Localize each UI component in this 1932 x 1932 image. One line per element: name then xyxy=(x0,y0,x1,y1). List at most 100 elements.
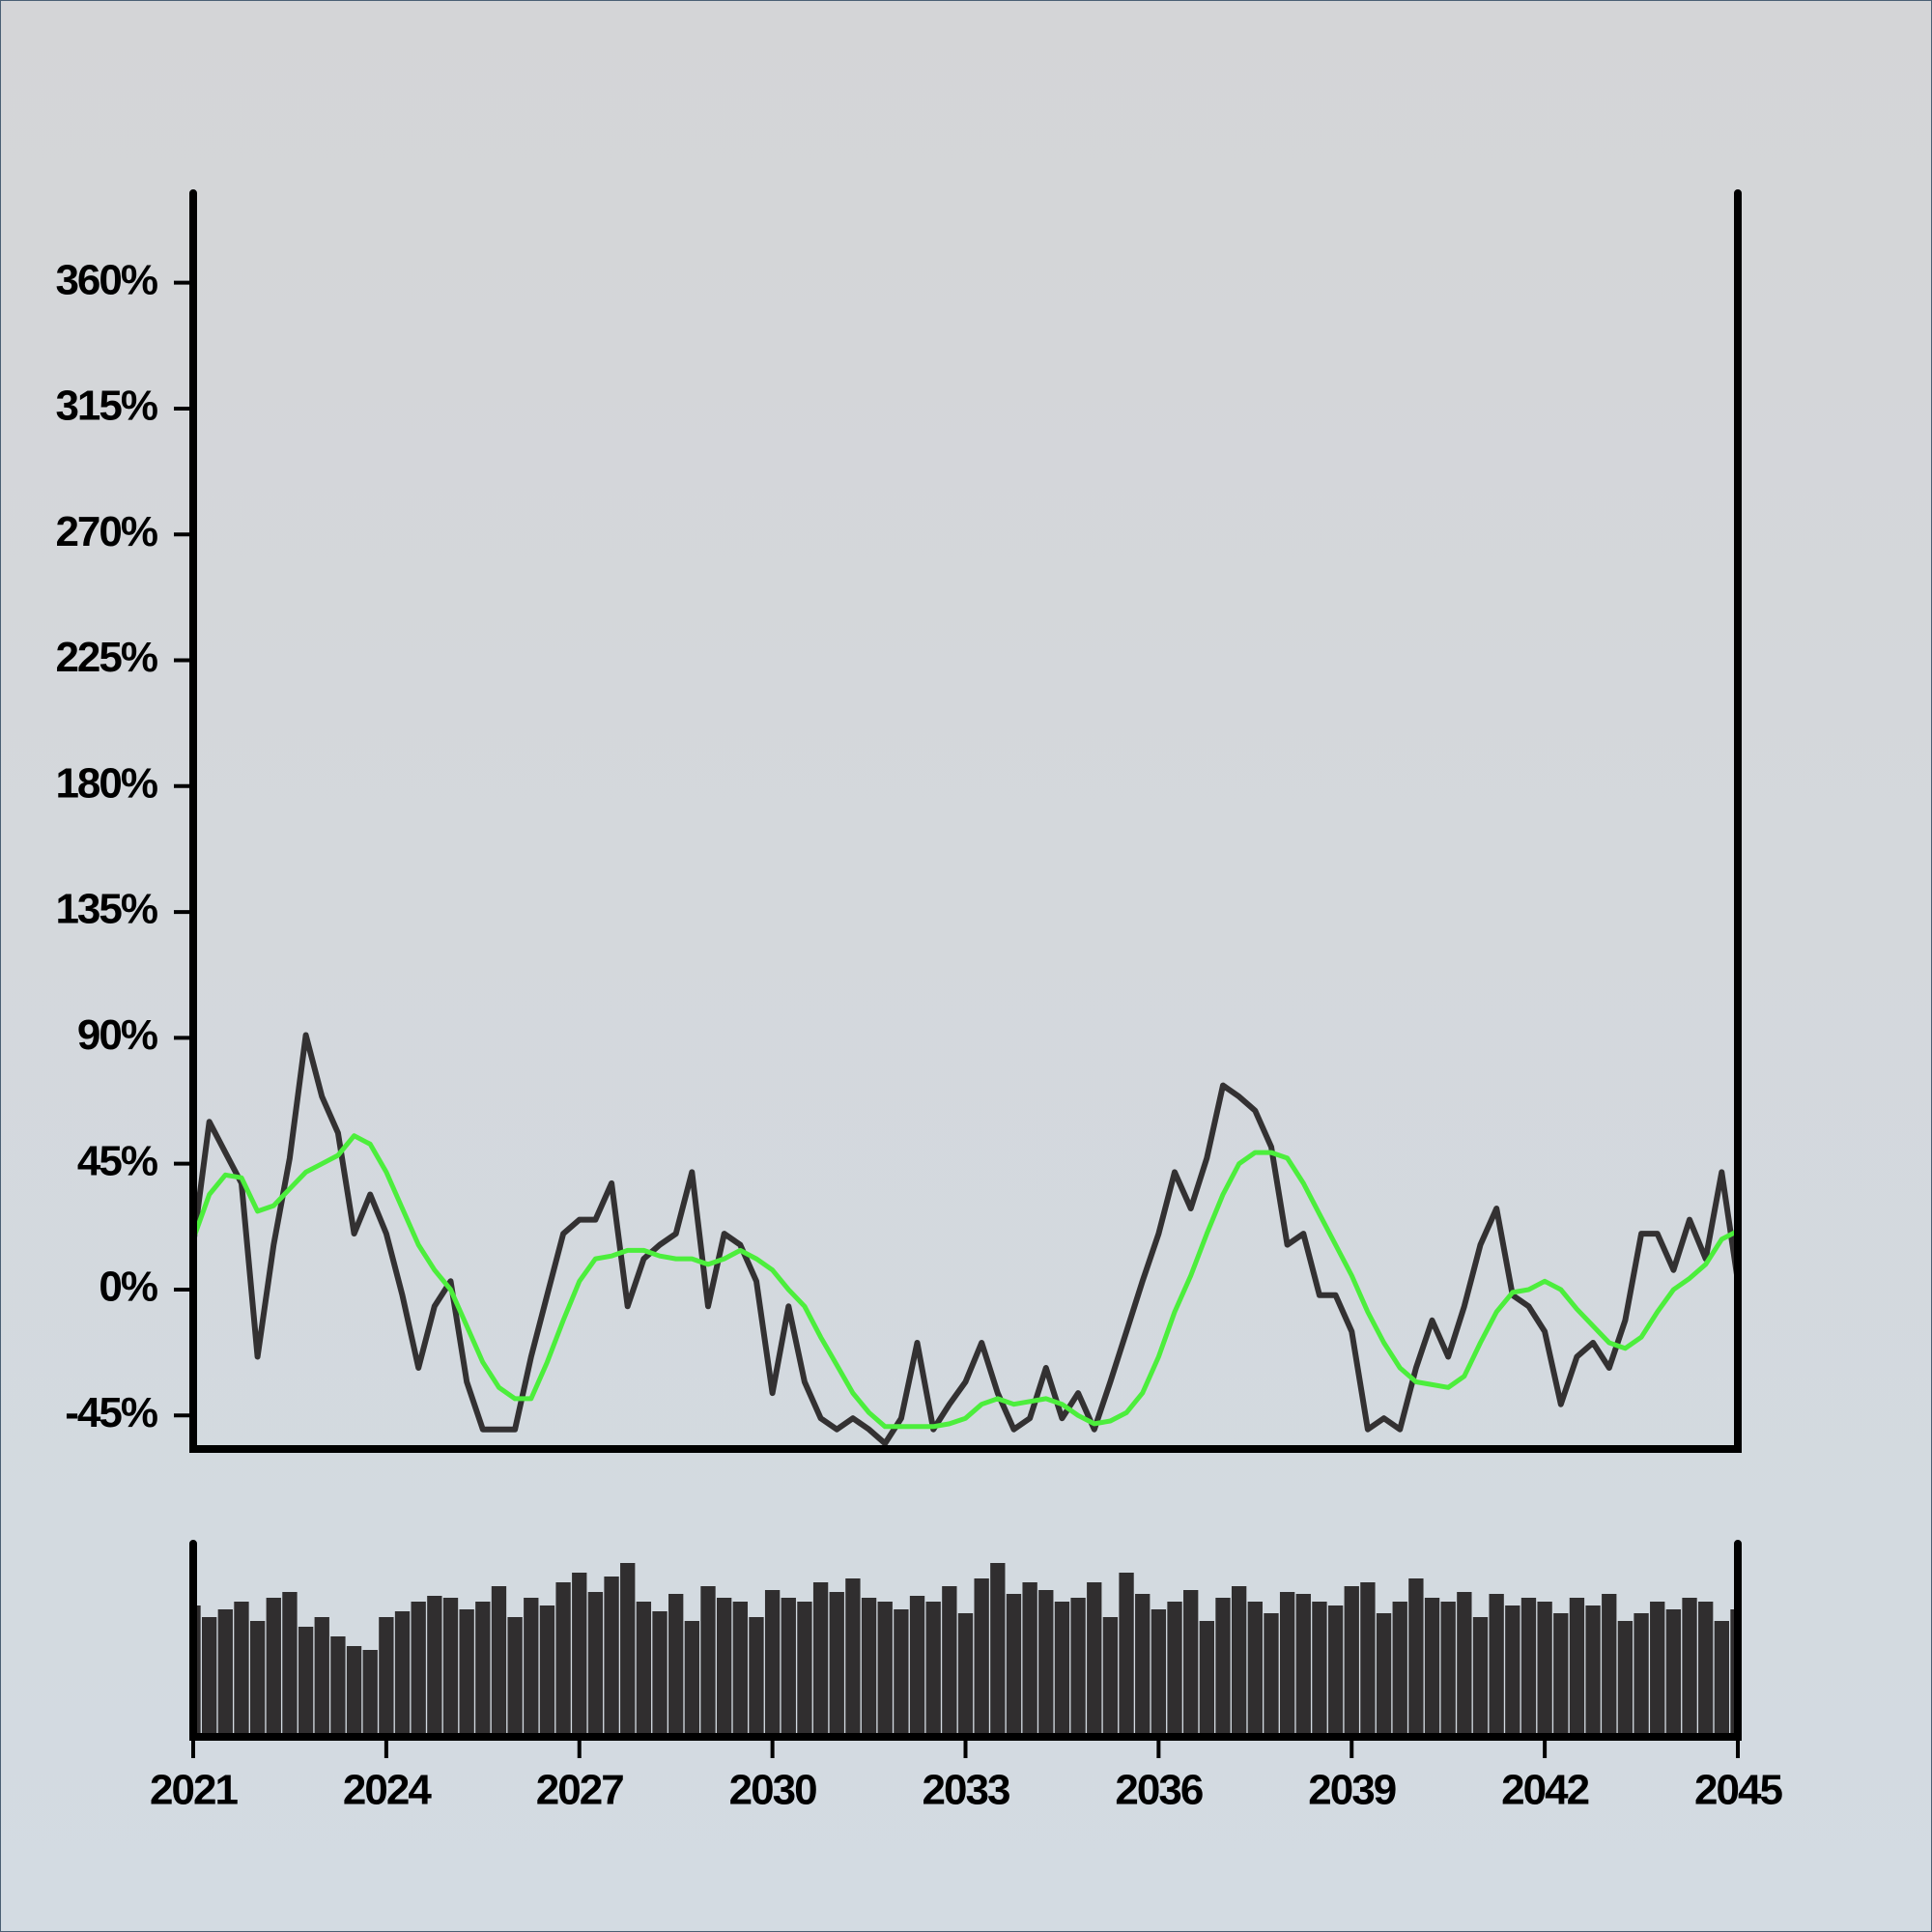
volume-bar xyxy=(845,1578,861,1737)
y-tick-label: 180% xyxy=(55,759,156,807)
volume-bar xyxy=(797,1602,812,1737)
volume-bar xyxy=(974,1578,989,1737)
x-tick-label: 2033 xyxy=(923,1767,1009,1814)
volume-bar xyxy=(1231,1586,1247,1737)
volume-bar xyxy=(475,1602,491,1737)
volume-bar xyxy=(394,1611,411,1737)
volume-bar xyxy=(459,1609,474,1737)
volume-frame xyxy=(189,1540,1742,1741)
volume-bar xyxy=(1617,1621,1634,1737)
volume-bar xyxy=(1392,1602,1407,1737)
y-tick-label: 45% xyxy=(77,1137,157,1184)
volume-bar xyxy=(1006,1594,1022,1737)
volume-bar xyxy=(990,1563,1006,1737)
volume-bar xyxy=(1247,1602,1263,1737)
volume-bar xyxy=(1665,1609,1682,1737)
volume-bar xyxy=(1553,1613,1569,1737)
volume-bar xyxy=(266,1598,281,1737)
volume-bar xyxy=(1151,1609,1167,1737)
y-tick-label: 360% xyxy=(55,256,156,303)
volume-bar xyxy=(1038,1590,1054,1737)
volume-bar xyxy=(1022,1582,1037,1737)
volume-bar xyxy=(1199,1621,1215,1737)
volume-bar xyxy=(636,1602,652,1737)
y-tick-label: -45% xyxy=(65,1389,157,1436)
volume-bar xyxy=(1102,1617,1119,1737)
volume-bar xyxy=(1119,1573,1134,1737)
volume-bar xyxy=(524,1598,539,1737)
volume-bar xyxy=(314,1617,329,1737)
volume-bar xyxy=(1070,1598,1086,1737)
volume-bar xyxy=(1520,1598,1537,1737)
volume-bar xyxy=(1585,1605,1601,1737)
volume-bar xyxy=(829,1592,844,1737)
price-line xyxy=(193,1032,1738,1447)
volume-bar xyxy=(1537,1602,1552,1737)
volume-bar xyxy=(587,1592,604,1737)
volume-bar xyxy=(1215,1598,1231,1737)
volume-bar xyxy=(957,1613,974,1737)
volume-bar xyxy=(764,1590,781,1737)
volume-bar xyxy=(249,1621,266,1737)
volume-bar xyxy=(1489,1594,1504,1737)
volume-bar xyxy=(812,1582,829,1737)
volume-bar xyxy=(1376,1613,1392,1737)
volume-bar xyxy=(1472,1617,1489,1737)
volume-bar xyxy=(1183,1590,1199,1737)
volume-bar xyxy=(1360,1582,1376,1737)
volume-bar xyxy=(684,1621,700,1737)
volume-bar xyxy=(379,1617,394,1737)
volume-bar xyxy=(732,1602,748,1737)
volume-bar xyxy=(1408,1578,1424,1737)
volume-bar xyxy=(539,1605,555,1737)
x-tick-label: 2021 xyxy=(150,1767,238,1814)
volume-bar xyxy=(1312,1602,1327,1737)
volume-bar xyxy=(1634,1613,1649,1737)
volume-bar xyxy=(781,1598,796,1737)
volume-bar xyxy=(909,1596,925,1737)
y-tick-label: 225% xyxy=(55,634,156,681)
volume-bar xyxy=(346,1646,362,1737)
volume-bar xyxy=(442,1598,459,1737)
volume-bar xyxy=(217,1609,233,1737)
volume-bar xyxy=(298,1627,314,1737)
volume-bar xyxy=(1714,1621,1730,1737)
volume-bar xyxy=(894,1609,909,1737)
price-line xyxy=(193,1133,1738,1430)
volume-bar xyxy=(411,1602,426,1737)
volume-bar xyxy=(1135,1594,1151,1737)
x-tick-label: 2036 xyxy=(1115,1767,1202,1814)
volume-bar xyxy=(555,1582,571,1737)
volume-bar xyxy=(652,1611,668,1737)
x-tick-label: 2024 xyxy=(343,1767,432,1814)
axis-labels: -45% 0% 45% 90% 135% 180% 225% 270% 315% 360% 2021… xyxy=(55,256,1784,1814)
volume-bar xyxy=(1344,1586,1359,1737)
volume-bar xyxy=(668,1594,684,1737)
volume-bar xyxy=(1440,1602,1456,1737)
volume-bar xyxy=(1650,1602,1665,1737)
volume-bar xyxy=(700,1586,716,1737)
volume-bar xyxy=(1505,1605,1520,1737)
y-tick-label: 270% xyxy=(55,508,156,555)
volume-bar xyxy=(1167,1602,1182,1737)
volume-bar xyxy=(1264,1613,1279,1737)
volume-bar xyxy=(201,1617,217,1737)
y-tick-label: 90% xyxy=(77,1011,157,1059)
volume-bar xyxy=(491,1586,507,1737)
volume-bar xyxy=(1457,1592,1472,1737)
x-tick-label: 2045 xyxy=(1694,1767,1782,1814)
volume-bar xyxy=(620,1563,636,1737)
volume-bar xyxy=(1279,1592,1295,1737)
volume-bar xyxy=(861,1598,877,1737)
volume-bar xyxy=(942,1586,957,1737)
price-frame xyxy=(189,189,1742,1453)
volume-bar xyxy=(1602,1594,1617,1737)
volume-bar xyxy=(427,1596,442,1737)
x-tick-label: 2039 xyxy=(1308,1767,1395,1814)
x-tick-label: 2030 xyxy=(729,1767,816,1814)
volume-bar xyxy=(507,1617,523,1737)
x-tick-label: 2042 xyxy=(1501,1767,1588,1814)
volume-bar xyxy=(716,1598,732,1737)
